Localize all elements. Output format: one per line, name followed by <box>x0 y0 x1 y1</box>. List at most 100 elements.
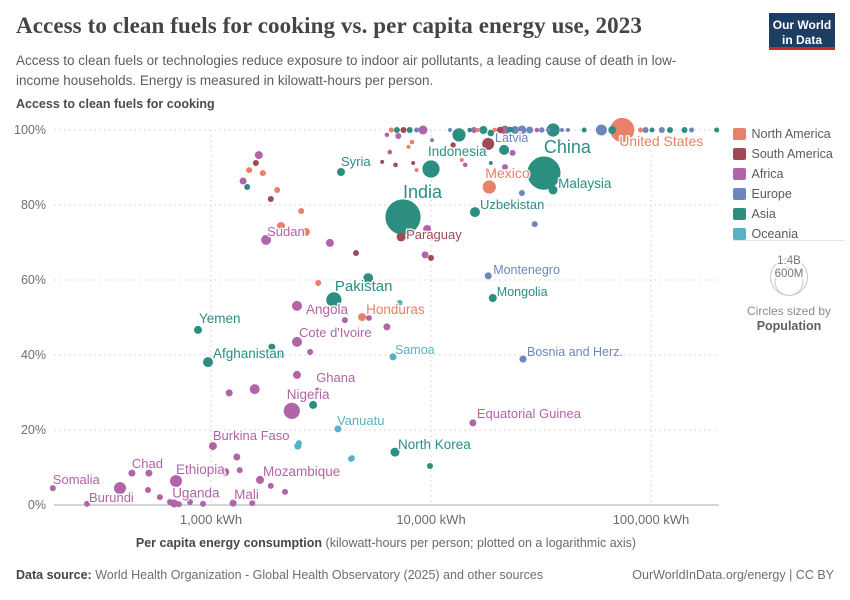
data-point[interactable] <box>396 299 403 306</box>
data-point[interactable] <box>430 138 434 143</box>
country-label[interactable]: Uganda <box>171 484 222 502</box>
data-point-pakistan[interactable] <box>325 291 343 309</box>
data-point[interactable] <box>353 250 359 256</box>
data-point[interactable] <box>225 389 233 397</box>
data-point[interactable] <box>560 128 564 132</box>
data-point[interactable] <box>499 144 510 155</box>
data-point[interactable] <box>531 221 538 228</box>
data-point[interactable] <box>667 127 673 133</box>
country-label[interactable]: Mozambique <box>262 462 342 480</box>
data-point[interactable] <box>681 127 688 133</box>
data-point[interactable] <box>156 494 163 501</box>
data-point[interactable] <box>365 314 372 321</box>
country-label[interactable]: Malaysia <box>557 175 614 193</box>
country-label[interactable]: Ghana <box>315 369 358 387</box>
data-point[interactable] <box>249 500 256 507</box>
country-label[interactable]: Indonesia <box>427 143 489 161</box>
data-point[interactable] <box>187 499 193 505</box>
data-point[interactable] <box>509 149 516 156</box>
data-point-somalia[interactable] <box>49 485 56 492</box>
data-point[interactable] <box>482 137 495 150</box>
data-point[interactable] <box>423 225 432 233</box>
data-point[interactable] <box>307 349 314 355</box>
legend-item-africa[interactable]: Africa <box>733 167 833 181</box>
country-label[interactable]: Yemen <box>198 309 243 327</box>
data-point[interactable] <box>414 168 419 173</box>
data-point[interactable] <box>515 135 521 141</box>
country-label[interactable]: Burkina Faso <box>211 427 291 445</box>
data-point[interactable] <box>492 127 498 133</box>
data-point-burkina-faso[interactable] <box>208 442 217 451</box>
data-point[interactable] <box>395 133 402 139</box>
data-point[interactable] <box>534 127 540 133</box>
data-point[interactable] <box>409 139 415 145</box>
data-point[interactable] <box>393 162 398 168</box>
data-point[interactable] <box>298 208 305 214</box>
legend-item-north-america[interactable]: North America <box>733 127 833 141</box>
data-point[interactable] <box>496 126 504 134</box>
country-label[interactable]: Afghanistan <box>212 345 286 363</box>
data-point-mali[interactable] <box>229 499 237 507</box>
data-point[interactable] <box>293 370 301 379</box>
data-point-afghanistan[interactable] <box>203 357 213 368</box>
data-point-mozambique[interactable] <box>256 475 264 484</box>
data-point-cote-d-ivoire[interactable] <box>292 336 302 347</box>
country-label[interactable]: Somalia <box>51 471 102 489</box>
country-label[interactable]: Vanuatu <box>336 411 386 429</box>
data-point[interactable] <box>363 273 374 284</box>
data-point[interactable] <box>145 487 151 493</box>
country-label[interactable]: Paraguay <box>405 225 464 243</box>
owid-link[interactable]: OurWorldInData.org/energy | CC BY <box>632 568 834 582</box>
data-point[interactable] <box>175 501 182 508</box>
data-point[interactable] <box>448 128 452 132</box>
data-point[interactable] <box>418 125 428 135</box>
data-point[interactable] <box>502 164 508 171</box>
data-point-ghana[interactable] <box>314 387 322 395</box>
legend-item-oceania[interactable]: Oceania <box>733 227 833 241</box>
country-label[interactable]: Honduras <box>365 301 427 319</box>
data-point[interactable] <box>277 222 285 230</box>
data-point[interactable] <box>406 144 411 149</box>
data-point[interactable] <box>252 160 259 166</box>
legend-item-south-america[interactable]: South America <box>733 147 833 161</box>
data-point-indonesia[interactable] <box>421 159 441 179</box>
data-point[interactable] <box>518 190 525 196</box>
country-label[interactable]: Latvia <box>494 130 530 147</box>
data-point-vanuatu[interactable] <box>334 425 342 433</box>
data-point[interactable] <box>267 482 274 489</box>
data-point[interactable] <box>450 142 456 148</box>
data-point[interactable] <box>501 126 509 134</box>
data-point[interactable] <box>492 170 497 174</box>
data-point[interactable] <box>595 124 607 136</box>
country-label[interactable]: Angola <box>305 300 351 318</box>
data-point[interactable] <box>388 127 394 133</box>
data-point[interactable] <box>428 254 434 261</box>
data-point[interactable] <box>479 126 488 134</box>
data-point[interactable] <box>114 482 126 495</box>
data-point-china[interactable] <box>526 155 562 191</box>
data-point[interactable] <box>200 500 206 507</box>
data-point-mexico[interactable] <box>481 179 497 195</box>
data-point-montenegro[interactable] <box>484 272 492 280</box>
country-label[interactable]: Burundi <box>88 488 136 506</box>
data-point-yemen[interactable] <box>194 325 202 334</box>
data-point[interactable] <box>267 196 274 202</box>
country-label[interactable]: Sudan <box>266 222 307 240</box>
data-point[interactable] <box>462 162 468 168</box>
country-label[interactable]: Mexico <box>484 164 532 183</box>
data-point[interactable] <box>545 127 551 133</box>
data-point[interactable] <box>414 127 420 133</box>
country-label[interactable]: Bosnia and Herz. <box>526 344 625 361</box>
legend-item-europe[interactable]: Europe <box>733 187 833 201</box>
data-point[interactable] <box>393 127 400 133</box>
country-label[interactable]: Nigeria <box>285 385 331 403</box>
data-point[interactable] <box>221 468 230 476</box>
data-point[interactable] <box>638 127 643 133</box>
data-point[interactable] <box>236 467 243 474</box>
data-point-ethiopia[interactable] <box>170 475 182 487</box>
data-point[interactable] <box>539 127 545 133</box>
data-point[interactable] <box>315 280 322 286</box>
data-point[interactable] <box>581 127 587 133</box>
data-point[interactable] <box>400 127 407 133</box>
country-label[interactable]: Uzbekistan <box>479 196 546 214</box>
